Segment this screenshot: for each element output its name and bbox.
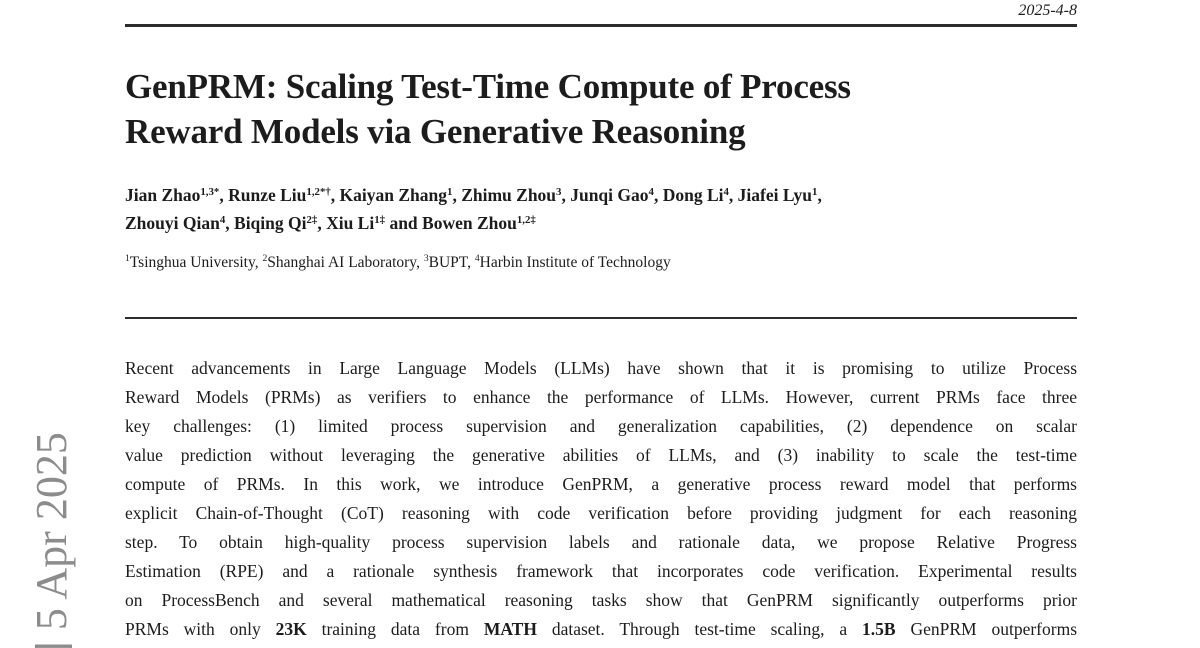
author-name: Zhimu Zhou	[461, 184, 557, 205]
author-line: Jian Zhao1,3*, Runze Liu1,2*†, Kaiyan Zh…	[125, 184, 822, 205]
author-superscript: 1,3*	[200, 185, 220, 198]
affiliation-superscript: 3	[423, 253, 429, 265]
author-name: Dong Li	[662, 184, 724, 205]
author-superscript: 4	[723, 185, 729, 198]
author-line: Zhouyi Qian4, Biqing Qi2‡, Xiu Li1‡ and …	[125, 212, 536, 233]
abstract-bold-text: MATH	[483, 618, 537, 639]
affiliation-superscript: 2	[262, 253, 268, 265]
paper-title-line-1: GenPRM: Scaling Test-Time Compute of Pro…	[125, 66, 851, 106]
author-list: Jian Zhao1,3*, Runze Liu1,2*†, Kaiyan Zh…	[125, 181, 1077, 237]
author-superscript: 1	[447, 185, 453, 198]
affiliations: 1Tsinghua University, 2Shanghai AI Labor…	[125, 253, 671, 271]
abstract-line: Recent advancements in Large Language Mo…	[125, 354, 1077, 383]
affiliation-superscript: 1	[125, 253, 130, 265]
author-name: Xiu Li	[326, 212, 375, 233]
author-superscript: 1,2‡	[516, 213, 536, 226]
paper-page: 2025-4-8 GenPRM: Scaling Test-Time Compu…	[125, 0, 1077, 644]
paper-title-line-2: Reward Models via Generative Reasoning	[125, 111, 746, 151]
paper-title: GenPRM: Scaling Test-Time Compute of Pro…	[125, 64, 1077, 154]
abstract-text-segment: on ProcessBench and several mathematical…	[125, 589, 1077, 610]
mid-rule	[125, 316, 1077, 319]
abstract-text-segment: dataset. Through test-time scaling, a	[536, 618, 863, 639]
abstract-text-segment: GenPRM outperforms	[895, 618, 1078, 639]
abstract-line: value prediction without leveraging the …	[125, 441, 1077, 470]
affiliation-name: Shanghai AI Laboratory	[267, 253, 417, 271]
author-name: Biqing Qi	[234, 212, 307, 233]
affiliation-name: BUPT	[428, 253, 468, 271]
abstract-line: on ProcessBench and several mathematical…	[125, 586, 1077, 615]
abstract-line: step. To obtain high-quality process sup…	[125, 528, 1077, 557]
top-rule	[125, 24, 1077, 27]
abstract-text-segment: compute of PRMs. In this work, we introd…	[125, 473, 1077, 494]
author-superscript: 1,2*†	[306, 185, 331, 198]
author-superscript: 1	[812, 185, 818, 198]
abstract-text-segment: step. To obtain high-quality process sup…	[125, 531, 1077, 552]
author-name: Bowen Zhou	[422, 212, 517, 233]
abstract-text: Recent advancements in Large Language Mo…	[125, 354, 1077, 644]
author-superscript: 4	[219, 213, 226, 226]
abstract-line: Reward Models (PRMs) as verifiers to enh…	[125, 383, 1077, 412]
author-name: Jiafei Lyu	[737, 184, 813, 205]
abstract-line: explicit Chain-of-Thought (CoT) reasonin…	[125, 499, 1077, 528]
author-name: Junqi Gao	[570, 184, 649, 205]
author-name: Runze Liu	[228, 184, 307, 205]
author-superscript: 3	[556, 185, 562, 198]
abstract-line: compute of PRMs. In this work, we introd…	[125, 470, 1077, 499]
abstract-line: Estimation (RPE) and a rationale synthes…	[125, 557, 1077, 586]
abstract-text-segment: PRMs with only	[125, 618, 276, 639]
abstract-text-segment: value prediction without leveraging the …	[125, 444, 1077, 465]
author-superscript: 2‡	[306, 213, 318, 226]
affiliation-superscript: 4	[474, 253, 480, 265]
author-superscript: 4	[648, 185, 654, 198]
abstract-text-segment: Recent advancements in Large Language Mo…	[125, 357, 1077, 378]
date-header: 2025-4-8	[1018, 2, 1077, 19]
author-name: Kaiyan Zhang	[339, 184, 448, 205]
abstract-text-segment: explicit Chain-of-Thought (CoT) reasonin…	[125, 502, 1077, 523]
author-name: Zhouyi Qian	[125, 212, 220, 233]
abstract-bold-text: 1.5B	[862, 618, 896, 639]
abstract-text-segment: key challenges: (1) limited process supe…	[125, 415, 1077, 436]
affiliation-name: Harbin Institute of Technology	[479, 253, 671, 271]
abstract-line: PRMs with only 23K training data from MA…	[125, 615, 1077, 644]
abstract-text-segment: training data from	[306, 618, 484, 639]
arxiv-watermark: ] 5 Apr 2025	[27, 432, 76, 648]
author-name: Jian Zhao	[125, 184, 201, 205]
abstract-text-segment: Estimation (RPE) and a rationale synthes…	[125, 560, 1077, 581]
abstract-text-segment: Reward Models (PRMs) as verifiers to enh…	[125, 386, 1077, 407]
affiliation-name: Tsinghua University	[129, 253, 255, 271]
abstract-bold-text: 23K	[275, 618, 307, 639]
author-superscript: 1‡	[374, 213, 386, 226]
abstract-line: key challenges: (1) limited process supe…	[125, 412, 1077, 441]
